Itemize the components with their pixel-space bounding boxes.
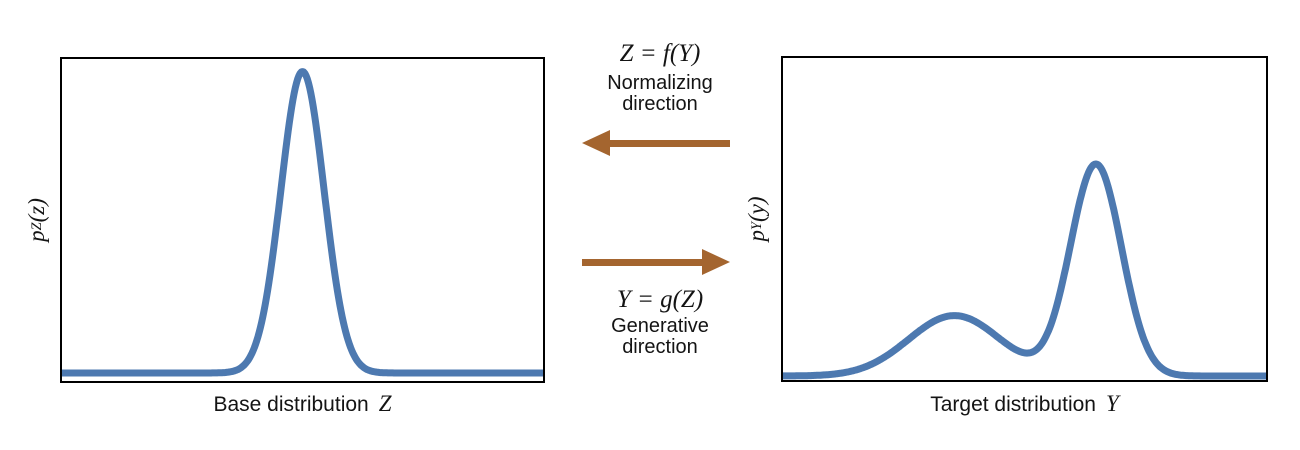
math-arg-y: (y) — [744, 196, 769, 223]
target-y-axis-label: p Y (y) — [742, 164, 772, 274]
base-density-curve — [62, 68, 543, 377]
math-p: p — [744, 229, 769, 242]
generative-formula: Y = g(Z) — [616, 286, 704, 313]
base-y-axis-label: p Z (z) — [22, 165, 52, 275]
base-distribution-plot — [60, 57, 545, 383]
normalizing-direction-line2: direction — [622, 93, 698, 115]
normalizing-arrow — [582, 130, 730, 156]
arrow-shaft — [610, 139, 730, 147]
base-x-axis-text: Base distribution — [213, 393, 369, 416]
math-subscript-z: Z — [28, 222, 45, 231]
generative-direction-line2: direction — [622, 336, 698, 358]
generative-direction-label: Generative direction — [560, 316, 760, 358]
arrow-shaft — [582, 258, 702, 266]
arrowhead-left-icon — [582, 130, 610, 156]
math-subscript-y: Y — [748, 222, 765, 230]
math-variable-z: Z — [378, 391, 392, 416]
target-distribution-plot — [781, 56, 1268, 382]
base-x-axis-label: Base distribution Z — [60, 391, 545, 417]
target-density-curve — [783, 160, 1266, 380]
normalizing-direction-line1: Normalizing — [607, 72, 713, 94]
normalizing-direction-label: Normalizing direction — [560, 73, 760, 115]
normalizing-formula: Z = f(Y) — [619, 40, 701, 67]
target-x-axis-text: Target distribution — [930, 393, 1096, 416]
generative-arrow — [582, 249, 730, 275]
math-variable-y: Y — [1105, 391, 1119, 416]
math-p: p — [24, 230, 49, 242]
math-arg-z: (z) — [24, 198, 49, 223]
arrowhead-right-icon — [702, 249, 730, 275]
target-x-axis-label: Target distribution Y — [781, 391, 1268, 417]
generative-direction-line1: Generative — [611, 315, 709, 337]
